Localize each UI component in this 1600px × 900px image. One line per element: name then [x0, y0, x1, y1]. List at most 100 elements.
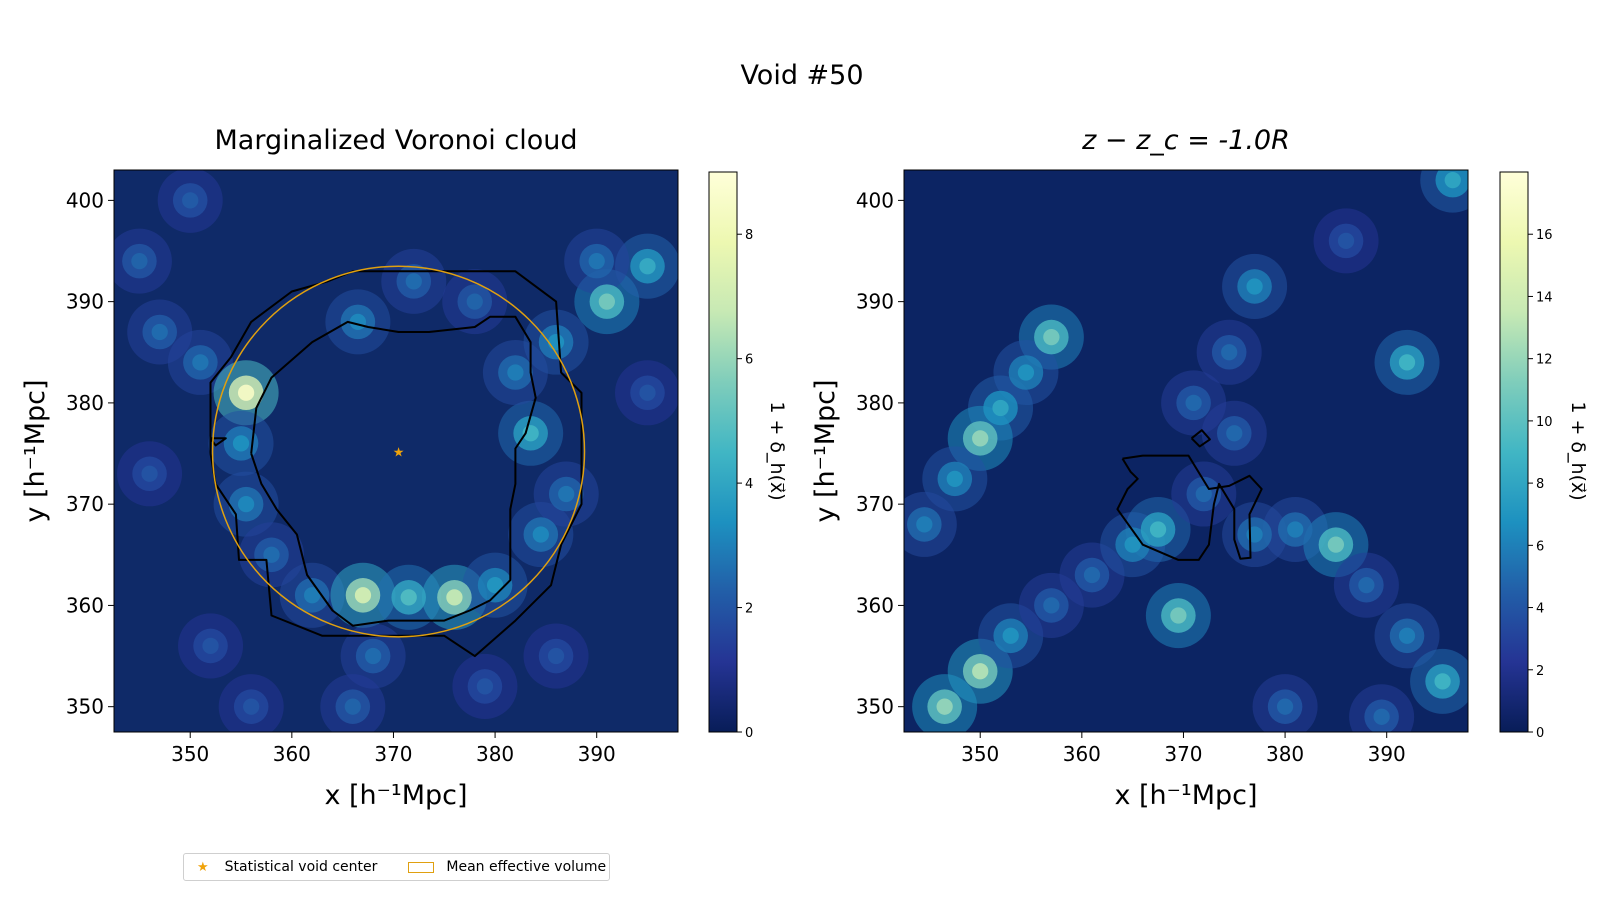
density-peak — [972, 663, 989, 680]
legend-item-volume: Mean effective volume — [377, 859, 606, 875]
x-tick-label: 360 — [273, 742, 311, 766]
right-plot-frame — [903, 169, 1469, 733]
density-peak — [486, 577, 504, 594]
density-peak — [304, 587, 321, 604]
colorbar-tick-label: 2 — [745, 602, 753, 617]
density-peak — [946, 470, 963, 487]
colorbar-tick-label: 16 — [1536, 228, 1553, 243]
density-peak — [936, 698, 953, 715]
colorbar-tick-label: 12 — [1536, 353, 1553, 368]
density-peak — [598, 293, 615, 310]
legend-item-center: ★ Statistical void center — [184, 859, 377, 875]
left-heatmap — [114, 170, 678, 732]
density-peak — [1358, 577, 1375, 594]
density-peak — [547, 647, 565, 665]
y-tick-label: 360 — [856, 593, 894, 617]
density-peak — [141, 465, 158, 482]
left-axis-ticks: 350 360 370 380 390 350 360 370 380 390 400 — [66, 188, 616, 766]
density-peak — [639, 258, 656, 275]
density-peak — [263, 546, 280, 563]
density-peak — [588, 253, 605, 270]
contour-line — [250, 315, 537, 627]
density-peak — [232, 435, 250, 452]
density-peak — [349, 313, 367, 331]
density-peak — [1195, 485, 1212, 503]
left-panel: Marginalized Voronoi cloud ★ 350 360 370 38… — [20, 125, 788, 811]
figure-suptitle: Void #50 — [740, 60, 863, 91]
legend-volume-label: Mean effective volume — [446, 859, 607, 875]
legend: ★ Statistical void center Mean effective… — [183, 853, 610, 881]
y-tick-label: 370 — [856, 492, 894, 516]
density-peak — [972, 430, 989, 447]
colorbar-tick-label: 0 — [1536, 726, 1544, 741]
density-peak — [237, 384, 255, 401]
density-peak — [1434, 673, 1451, 690]
y-tick-label: 360 — [66, 593, 104, 617]
density-peak — [131, 253, 148, 270]
density-peak — [916, 516, 933, 533]
density-peak — [446, 589, 463, 606]
density-peak — [182, 192, 199, 209]
right-panel-title: z − z_c = -1.0R — [1081, 125, 1290, 156]
y-tick-label: 350 — [66, 695, 104, 719]
right-xlabel: x [h⁻¹Mpc] — [1114, 780, 1257, 811]
density-peak — [992, 399, 1009, 417]
right-contours — [1116, 429, 1263, 561]
star-icon: ★ — [197, 859, 209, 875]
left-panel-title: Marginalized Voronoi cloud — [214, 125, 577, 156]
density-peak — [1373, 708, 1390, 725]
x-tick-label: 380 — [1266, 742, 1304, 766]
x-tick-label: 390 — [578, 742, 616, 766]
density-peak — [400, 589, 417, 606]
legend-center-label: Statistical void center — [224, 859, 378, 875]
left-ylabel: y [h⁻¹Mpc] — [20, 379, 51, 522]
colorbar-tick-label: 4 — [745, 477, 753, 492]
x-tick-label: 390 — [1368, 742, 1406, 766]
density-peak — [405, 273, 422, 290]
density-peak — [507, 364, 524, 381]
colorbar-tick-label: 6 — [745, 353, 753, 368]
right-ylabel: y [h⁻¹Mpc] — [810, 379, 841, 522]
left-colorbar-label: 1 + δ_h(x⃗) — [766, 401, 788, 500]
circle-swatch-icon — [408, 861, 435, 873]
void-center-star: ★ — [393, 446, 405, 461]
density-peak — [344, 698, 361, 715]
density-peak — [1124, 536, 1141, 553]
density-peak — [1149, 521, 1167, 538]
density-peak — [1002, 627, 1019, 644]
density-peak — [1327, 536, 1345, 553]
density-peak — [354, 587, 372, 604]
colorbar-tick-label: 8 — [745, 228, 753, 243]
colorbar-tick-label: 8 — [1536, 477, 1544, 492]
left-colorbar — [708, 171, 738, 733]
y-tick-label: 350 — [856, 695, 894, 719]
density-peak — [1276, 698, 1294, 715]
y-tick-label: 380 — [856, 391, 894, 415]
density-peak — [151, 323, 168, 341]
x-tick-label: 360 — [1063, 742, 1101, 766]
right-panel: z − z_c = -1.0R 350 360 370 380 390 350 360 370… — [810, 125, 1589, 811]
right-colorbar — [1499, 171, 1529, 733]
colorbar-tick-label: 6 — [1536, 539, 1544, 554]
x-tick-label: 370 — [374, 742, 412, 766]
density-peak — [192, 354, 209, 371]
right-colorbar-label: 1 + δ_h(x⃗) — [1567, 401, 1589, 500]
density-peak — [466, 293, 483, 310]
effective-volume-circle — [211, 265, 586, 638]
density-peak — [1017, 364, 1035, 381]
x-tick-label: 350 — [171, 742, 209, 766]
density-peak — [1246, 278, 1263, 295]
y-tick-label: 380 — [66, 391, 104, 415]
right-colorbar-ticks: 0 2 4 6 8 10 12 14 16 — [1528, 228, 1553, 741]
x-tick-label: 380 — [476, 742, 514, 766]
colorbar-tick-label: 14 — [1536, 290, 1553, 305]
density-peak — [547, 334, 565, 351]
x-tick-label: 370 — [1164, 742, 1202, 766]
left-xlabel: x [h⁻¹Mpc] — [324, 780, 467, 811]
density-peak — [1398, 627, 1416, 644]
left-overlay: ★ — [211, 265, 586, 638]
density-peak — [639, 384, 656, 401]
right-axis-ticks: 350 360 370 380 390 350 360 370 380 390 400 — [856, 188, 1406, 766]
y-tick-label: 370 — [66, 492, 104, 516]
